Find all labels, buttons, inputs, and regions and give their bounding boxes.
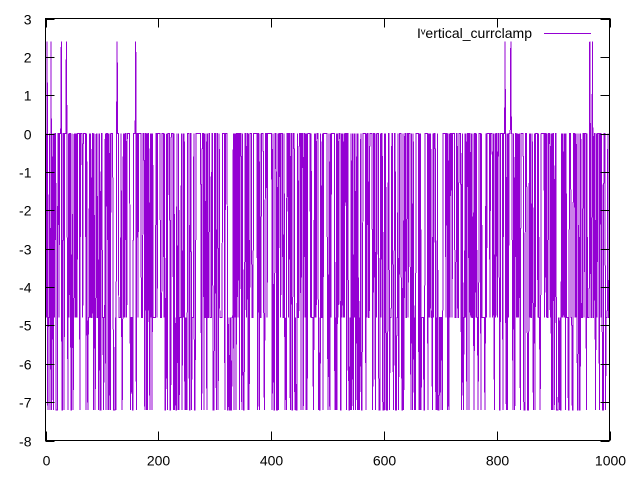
legend: Iᵛertical_currclamp <box>417 25 591 41</box>
y-tick-label: -8 <box>19 434 32 450</box>
y-tick-label: -2 <box>19 203 32 219</box>
axes: 3 2 1 0 -1 -2 -3 -4 -5 -6 -7 -8 0 200 400 600 800 1000 <box>19 12 626 469</box>
x-tick-label: 1000 <box>595 453 626 469</box>
y-tick-label: -6 <box>19 357 32 373</box>
y-tick-label: 2 <box>24 50 32 66</box>
x-tick-label: 800 <box>486 453 510 469</box>
y-tick-label: 1 <box>24 88 32 104</box>
series-line <box>45 41 610 411</box>
x-tick-label: 0 <box>43 453 51 469</box>
y-tick-label: 0 <box>24 127 32 143</box>
x-tick-label: 200 <box>147 453 171 469</box>
plot-area <box>45 41 610 411</box>
y-tick-label: -7 <box>19 395 32 411</box>
x-tick-label: 400 <box>260 453 284 469</box>
y-tick-label: -3 <box>19 242 32 258</box>
y-tick-label: -5 <box>19 318 32 334</box>
x-tick-label: 600 <box>373 453 397 469</box>
y-tick-label: -1 <box>19 165 32 181</box>
y-tick-label: -4 <box>19 280 32 296</box>
plot-border <box>45 18 610 441</box>
legend-label: Iᵛertical_currclamp <box>417 25 532 41</box>
y-tick-label: 3 <box>24 12 32 28</box>
